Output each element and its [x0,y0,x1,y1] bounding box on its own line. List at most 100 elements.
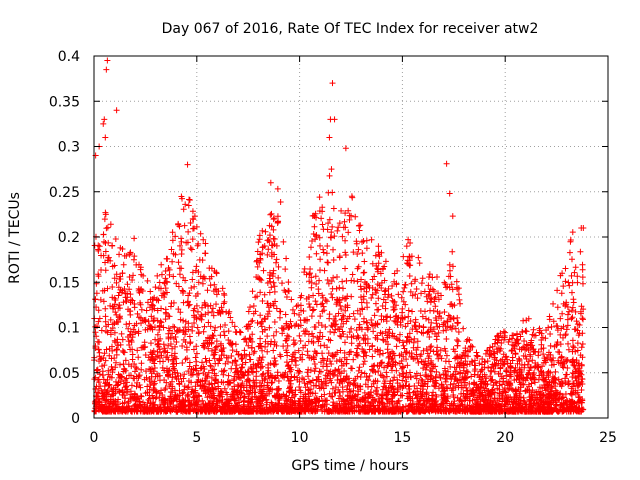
data-point [338,207,345,214]
data-point [422,371,429,378]
data-point [400,288,407,295]
data-point [94,338,101,345]
data-point [144,383,151,390]
data-point [443,372,450,379]
data-point [568,307,575,314]
data-point [178,246,185,253]
data-point [309,307,316,314]
data-point [316,277,323,284]
data-point [313,301,320,308]
data-point [356,227,363,234]
data-point [552,368,559,375]
data-point [524,361,531,368]
data-point [115,305,122,312]
data-point [368,236,375,243]
data-point [363,299,370,306]
data-point [566,249,573,256]
data-point [399,309,406,316]
data-point [384,313,391,320]
data-point [341,368,348,375]
data-point [422,380,429,387]
data-point [213,343,220,350]
data-point [550,318,557,325]
data-point [309,237,316,244]
data-point [357,283,364,290]
data-point [337,392,344,399]
data-point [315,319,322,326]
data-point [445,368,452,375]
data-point [152,284,159,291]
data-point [272,357,279,364]
data-point [186,333,193,340]
data-point [414,295,421,302]
data-point [371,312,378,319]
data-point [195,269,202,276]
data-point [266,289,273,296]
data-point [352,213,359,220]
data-point [387,350,394,357]
data-point [391,317,398,324]
data-point [248,318,255,325]
data-point [357,311,364,318]
data-point [210,352,217,359]
data-point [353,326,360,333]
data-point [407,240,414,247]
data-point [268,379,275,386]
data-point [334,349,341,356]
data-point [177,309,184,316]
data-point [341,339,348,346]
data-point [392,361,399,368]
data-point [403,349,410,356]
data-point [179,360,186,367]
data-point [558,290,565,297]
data-point [306,254,313,261]
data-point [444,323,451,330]
data-point [264,313,271,320]
data-point [277,353,284,360]
data-point [154,341,161,348]
data-point [570,344,577,351]
data-point [268,284,275,291]
data-point [404,362,411,369]
data-point [243,339,250,346]
data-point [217,323,224,330]
data-point [434,323,441,330]
data-point [271,215,278,222]
data-point [192,293,199,300]
data-point [125,306,132,313]
data-point [305,294,312,301]
data-point [116,301,123,308]
data-point [399,377,406,384]
data-point [313,250,320,257]
data-point [207,302,214,309]
data-point [455,291,462,298]
data-point [176,271,183,278]
data-point [546,316,553,323]
data-point [547,342,554,349]
data-point [400,298,407,305]
data-point [562,331,569,338]
data-point [273,305,280,312]
data-point [258,356,265,363]
data-point [264,251,271,258]
data-point [568,315,575,322]
data-point [374,384,381,391]
data-point [522,327,529,334]
data-point [569,337,576,344]
data-point [271,288,278,295]
data-point [456,296,463,303]
data-point [313,280,320,287]
data-point [517,333,524,340]
data-point [563,371,570,378]
data-point [493,333,500,340]
data-point [427,324,434,331]
data-point [579,274,586,281]
data-point [372,398,379,405]
data-point [413,394,420,401]
data-point [349,194,356,201]
data-point [144,277,151,284]
data-point [349,271,356,278]
data-point [396,372,403,379]
data-point [225,337,232,344]
data-point [233,362,240,369]
